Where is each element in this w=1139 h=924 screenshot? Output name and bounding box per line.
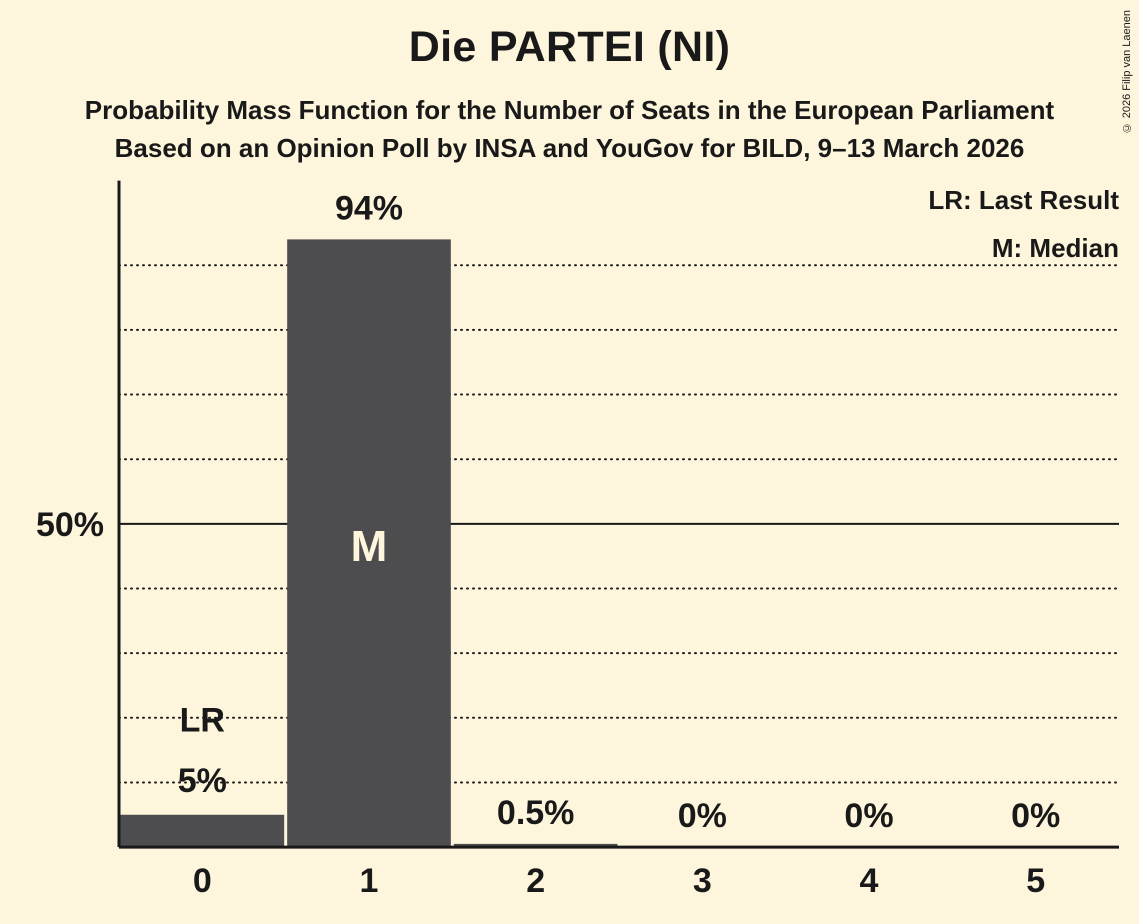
svg-text:3: 3 [693, 862, 712, 900]
svg-text:1: 1 [360, 862, 379, 900]
svg-text:4: 4 [860, 862, 879, 900]
svg-text:94%: 94% [335, 189, 403, 227]
svg-text:0: 0 [193, 862, 212, 900]
svg-text:0.5%: 0.5% [497, 794, 575, 832]
svg-text:M: M [351, 522, 388, 571]
svg-text:0%: 0% [844, 797, 893, 835]
svg-text:5%: 5% [178, 762, 227, 800]
svg-text:50%: 50% [36, 506, 104, 544]
svg-text:LR: LR [180, 702, 225, 740]
svg-text:2: 2 [526, 862, 545, 900]
svg-text:LR: Last Result: LR: Last Result [928, 185, 1119, 215]
svg-text:0%: 0% [678, 797, 727, 835]
svg-text:5: 5 [1026, 862, 1045, 900]
svg-text:0%: 0% [1011, 797, 1060, 835]
svg-text:M: Median: M: Median [992, 233, 1119, 263]
